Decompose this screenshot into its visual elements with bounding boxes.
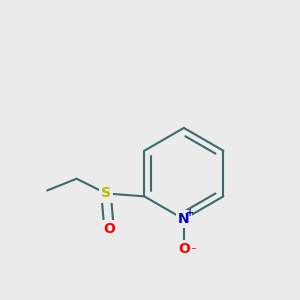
Text: O: O: [178, 242, 190, 256]
Text: ⁻: ⁻: [190, 247, 196, 256]
Text: +: +: [186, 208, 194, 218]
Text: S: S: [101, 186, 111, 200]
Text: N: N: [178, 212, 190, 226]
Text: O: O: [103, 222, 115, 236]
